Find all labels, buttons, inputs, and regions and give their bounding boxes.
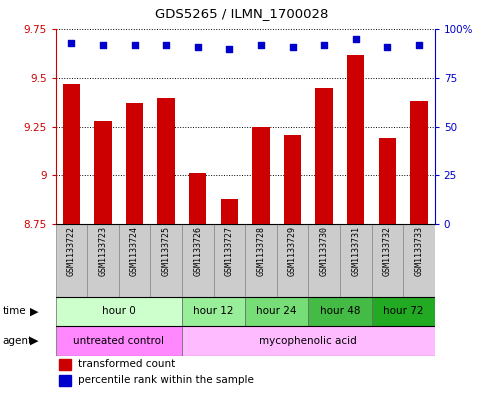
Bar: [182, 297, 245, 326]
Bar: [157, 97, 175, 224]
Bar: [150, 224, 182, 297]
Bar: [182, 224, 213, 297]
Text: GSM1133724: GSM1133724: [130, 226, 139, 276]
Point: [162, 42, 170, 48]
Bar: [347, 55, 364, 224]
Bar: [56, 297, 182, 326]
Text: mycophenolic acid: mycophenolic acid: [259, 336, 357, 346]
Point: [352, 36, 359, 42]
Text: untreated control: untreated control: [73, 336, 164, 346]
Point: [131, 42, 139, 48]
Text: hour 24: hour 24: [256, 307, 297, 316]
Bar: [119, 224, 150, 297]
Bar: [277, 224, 308, 297]
Bar: [379, 138, 396, 224]
Text: agent: agent: [2, 336, 32, 346]
Bar: [252, 127, 270, 224]
Bar: [245, 297, 308, 326]
Bar: [340, 224, 371, 297]
Text: hour 48: hour 48: [320, 307, 360, 316]
Point: [68, 40, 75, 46]
Bar: [245, 224, 277, 297]
Bar: [308, 224, 340, 297]
Text: GSM1133733: GSM1133733: [414, 226, 424, 276]
Text: GSM1133732: GSM1133732: [383, 226, 392, 276]
Bar: [213, 224, 245, 297]
Text: percentile rank within the sample: percentile rank within the sample: [78, 375, 254, 386]
Text: hour 12: hour 12: [193, 307, 234, 316]
Text: GDS5265 / ILMN_1700028: GDS5265 / ILMN_1700028: [155, 7, 328, 20]
Text: GSM1133731: GSM1133731: [351, 226, 360, 276]
Bar: [182, 326, 435, 356]
Point: [99, 42, 107, 48]
Text: time: time: [2, 307, 26, 316]
Point: [415, 42, 423, 48]
Bar: [87, 224, 119, 297]
Bar: [189, 173, 206, 224]
Bar: [56, 326, 182, 356]
Bar: [63, 84, 80, 224]
Text: GSM1133728: GSM1133728: [256, 226, 266, 276]
Bar: [403, 224, 435, 297]
Bar: [315, 88, 333, 224]
Bar: [371, 297, 435, 326]
Text: hour 0: hour 0: [102, 307, 136, 316]
Text: GSM1133729: GSM1133729: [288, 226, 297, 276]
Text: ▶: ▶: [30, 307, 39, 316]
Bar: [56, 224, 87, 297]
Point: [384, 44, 391, 50]
Bar: [59, 359, 71, 370]
Text: GSM1133727: GSM1133727: [225, 226, 234, 276]
Point: [320, 42, 328, 48]
Text: ▶: ▶: [30, 336, 39, 346]
Text: GSM1133725: GSM1133725: [162, 226, 170, 276]
Bar: [126, 103, 143, 224]
Point: [226, 46, 233, 52]
Bar: [284, 134, 301, 224]
Text: GSM1133730: GSM1133730: [320, 226, 328, 276]
Bar: [371, 224, 403, 297]
Text: GSM1133723: GSM1133723: [99, 226, 107, 276]
Bar: [59, 375, 71, 386]
Bar: [410, 101, 427, 224]
Text: transformed count: transformed count: [78, 359, 175, 369]
Point: [257, 42, 265, 48]
Bar: [94, 121, 112, 224]
Text: hour 72: hour 72: [383, 307, 424, 316]
Point: [194, 44, 201, 50]
Bar: [221, 199, 238, 224]
Text: GSM1133726: GSM1133726: [193, 226, 202, 276]
Text: GSM1133722: GSM1133722: [67, 226, 76, 276]
Bar: [308, 297, 371, 326]
Point: [289, 44, 297, 50]
